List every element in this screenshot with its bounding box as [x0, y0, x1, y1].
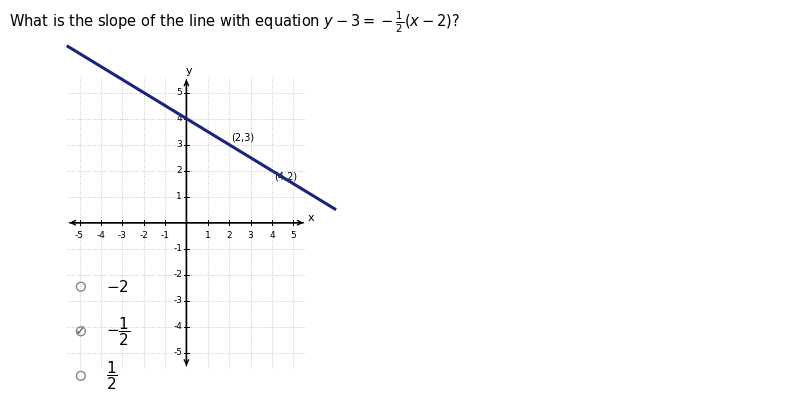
Text: 5: 5 — [177, 88, 182, 97]
Text: -3: -3 — [118, 230, 127, 240]
Text: -5: -5 — [173, 348, 182, 358]
Text: 3: 3 — [177, 140, 182, 149]
Text: ✓: ✓ — [75, 324, 86, 338]
Text: -1: -1 — [173, 244, 182, 253]
Text: -2: -2 — [173, 270, 182, 279]
Text: $-\dfrac{1}{2}$: $-\dfrac{1}{2}$ — [106, 315, 130, 347]
Text: $-2$: $-2$ — [106, 279, 129, 295]
Text: -4: -4 — [97, 230, 105, 240]
Text: 1: 1 — [205, 230, 210, 240]
Text: 4: 4 — [269, 230, 275, 240]
Text: -2: -2 — [139, 230, 148, 240]
Text: What is the slope of the line with equation $y-3=-\frac{1}{2}(x-2)$?: What is the slope of the line with equat… — [9, 10, 461, 36]
Text: 5: 5 — [290, 230, 296, 240]
Text: -5: -5 — [75, 230, 84, 240]
Text: (4,2): (4,2) — [274, 172, 298, 182]
Text: 1: 1 — [177, 192, 182, 201]
Text: -4: -4 — [173, 322, 182, 331]
Text: 4: 4 — [177, 114, 182, 123]
Text: 2: 2 — [177, 166, 182, 175]
Text: x: x — [307, 213, 314, 223]
Text: 3: 3 — [248, 230, 254, 240]
Text: -1: -1 — [161, 230, 170, 240]
Text: 2: 2 — [226, 230, 232, 240]
Text: y: y — [186, 66, 192, 76]
Text: -3: -3 — [173, 296, 182, 305]
Text: $\dfrac{1}{2}$: $\dfrac{1}{2}$ — [106, 360, 118, 392]
Text: (2,3): (2,3) — [232, 132, 254, 142]
